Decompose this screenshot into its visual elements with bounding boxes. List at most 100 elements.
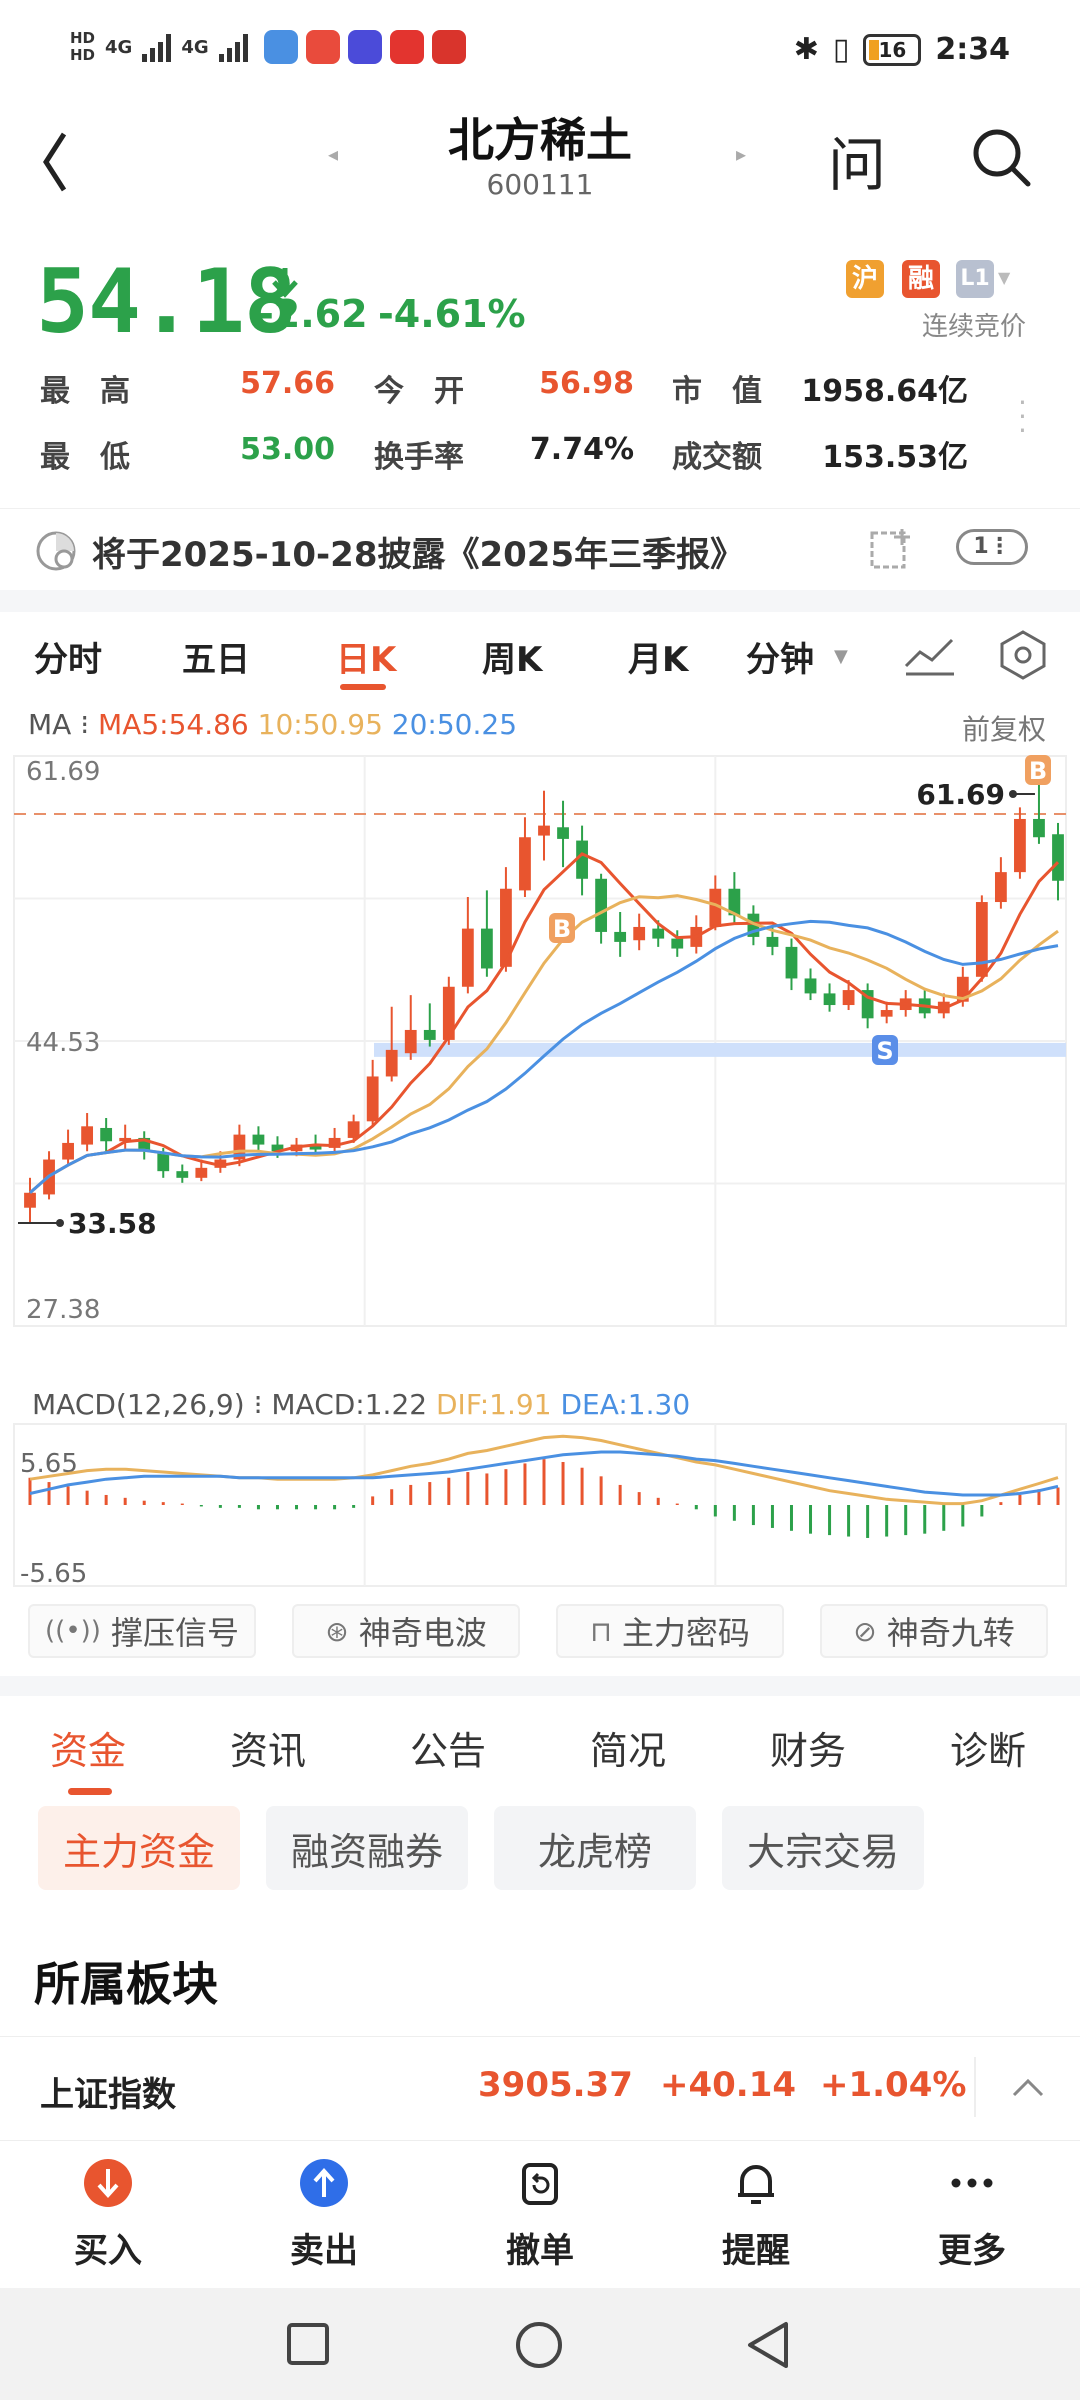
candle bbox=[823, 983, 836, 1012]
candle-body bbox=[652, 928, 665, 939]
candle-body bbox=[633, 926, 646, 941]
earnings-notice[interactable]: 将于2025-10-28披露《2025年三季报》 1⋮ bbox=[0, 508, 1080, 590]
cancel-order-button[interactable]: 撤单 bbox=[470, 2157, 610, 2272]
tab-intraday[interactable]: 分时 bbox=[34, 640, 102, 680]
index-row[interactable]: 上证指数 3905.37 +40.14 +1.04% bbox=[0, 2036, 1080, 2140]
y-axis-label-mid: 44.53 bbox=[26, 1028, 100, 1058]
home-button[interactable] bbox=[514, 2320, 564, 2370]
alert-button[interactable]: 提醒 bbox=[686, 2157, 826, 2272]
more-dots-icon bbox=[951, 2178, 993, 2188]
candle-body bbox=[538, 825, 550, 836]
notice-pager[interactable]: 1⋮ bbox=[956, 529, 1028, 565]
candle-body bbox=[785, 946, 798, 979]
candle bbox=[385, 1006, 398, 1082]
magic-wave-button[interactable]: ⊛ 神奇电波 bbox=[292, 1604, 520, 1658]
tab-monthly-k[interactable]: 月K bbox=[628, 640, 689, 680]
prev-stock-button[interactable]: ◂ bbox=[328, 142, 339, 166]
signal-icon: ((•)) bbox=[45, 1616, 101, 1646]
ma-legend: MA ⁝ MA5:54.86 10:50.95 20:50.25 bbox=[28, 708, 517, 741]
stock-code: 600111 bbox=[486, 168, 594, 201]
next-stock-button[interactable]: ▸ bbox=[736, 142, 747, 166]
signal-bars-icon bbox=[218, 32, 248, 62]
macd-lines bbox=[29, 1434, 1059, 1506]
candle-body bbox=[176, 1171, 189, 1178]
system-nav-bar bbox=[0, 2288, 1080, 2400]
more-vertical-icon[interactable]: · · · bbox=[1018, 386, 1027, 447]
candle bbox=[233, 1124, 246, 1167]
back-button[interactable] bbox=[30, 124, 90, 194]
draw-line-icon[interactable] bbox=[902, 630, 958, 678]
candle-body bbox=[766, 936, 779, 947]
candle bbox=[24, 1177, 36, 1223]
candle-body bbox=[119, 1137, 132, 1142]
candle-body bbox=[100, 1127, 113, 1142]
indicator-label: 神奇九转 bbox=[886, 1614, 1015, 1652]
hd-indicator: HD HD bbox=[70, 29, 96, 64]
arrow-up-circle-icon bbox=[300, 2159, 348, 2207]
candle-body bbox=[442, 986, 455, 1040]
stat-label: 市 值 bbox=[672, 374, 762, 409]
tab-weekly-k[interactable]: 周K bbox=[482, 640, 543, 680]
candle-body bbox=[576, 840, 588, 879]
high-dot bbox=[1008, 790, 1017, 798]
macd-chart[interactable]: 5.65-5.65 bbox=[0, 1422, 1080, 1592]
chip-main-funds[interactable]: 主力资金 bbox=[38, 1806, 240, 1890]
search-button[interactable] bbox=[968, 124, 1034, 194]
tab-diagnosis[interactable]: 诊断 bbox=[950, 1729, 1027, 1773]
chevron-up-icon[interactable] bbox=[1008, 2073, 1048, 2103]
recent-apps-button[interactable] bbox=[286, 2322, 330, 2366]
tab-minute[interactable]: 分钟 bbox=[746, 640, 814, 680]
tab-profile[interactable]: 简况 bbox=[590, 1729, 667, 1773]
tab-announcements[interactable]: 公告 bbox=[410, 1729, 487, 1773]
price-change-pct: -4.61% bbox=[378, 292, 526, 336]
more-button[interactable]: 更多 bbox=[902, 2157, 1042, 2272]
ask-button[interactable]: 问 bbox=[828, 131, 887, 199]
main-force-code-button[interactable]: ⊓ 主力密码 bbox=[556, 1604, 784, 1658]
tab-finance[interactable]: 财务 bbox=[770, 1729, 847, 1773]
caret-down-icon: ▼ bbox=[998, 268, 1011, 287]
candle bbox=[423, 1003, 436, 1047]
ma20-line bbox=[29, 919, 1059, 1194]
chip-margin-trading[interactable]: 融资融券 bbox=[266, 1806, 468, 1890]
magic-nine-button[interactable]: ⊘ 神奇九转 bbox=[820, 1604, 1048, 1658]
candle bbox=[747, 905, 760, 946]
level-badge[interactable]: L1 bbox=[956, 260, 994, 298]
tab-news[interactable]: 资讯 bbox=[230, 1729, 307, 1773]
clock: 2:34 bbox=[935, 32, 1010, 67]
settings-hex-icon[interactable] bbox=[996, 628, 1050, 680]
candle bbox=[842, 980, 855, 1011]
back-nav-button[interactable] bbox=[744, 2320, 794, 2370]
candle-body bbox=[557, 827, 569, 839]
add-note-icon[interactable] bbox=[868, 525, 916, 573]
candle-body bbox=[81, 1126, 94, 1145]
candle bbox=[519, 817, 531, 898]
tab-funds[interactable]: 资金 bbox=[50, 1729, 127, 1773]
candle bbox=[119, 1124, 132, 1150]
dea-line bbox=[29, 1450, 1059, 1497]
tab-daily-k[interactable]: 日K bbox=[336, 640, 397, 680]
candle-body bbox=[404, 1029, 417, 1054]
index-value: 3905.37 bbox=[478, 2065, 633, 2105]
stat-value: 1958.64亿 bbox=[801, 374, 968, 409]
buy-label: 买入 bbox=[74, 2231, 142, 2271]
candle bbox=[328, 1127, 341, 1153]
sell-button[interactable]: 卖出 bbox=[254, 2157, 394, 2272]
chip-block-trade[interactable]: 大宗交易 bbox=[722, 1806, 924, 1890]
app-notification-icon bbox=[347, 30, 382, 64]
tab-five-day[interactable]: 五日 bbox=[182, 640, 250, 680]
candle-body bbox=[500, 888, 512, 967]
support-resistance-button[interactable]: ((•)) 撑压信号 bbox=[28, 1604, 256, 1658]
buy-button[interactable]: 买入 bbox=[38, 2157, 178, 2272]
chip-dragon-tiger[interactable]: 龙虎榜 bbox=[494, 1806, 696, 1890]
candle bbox=[557, 800, 569, 868]
chart-annotations: 61.69 33.58 B B S bbox=[18, 755, 1051, 1240]
candle-body bbox=[975, 902, 988, 977]
candle-body bbox=[480, 928, 493, 969]
candle-body bbox=[823, 993, 836, 1006]
candle-body bbox=[956, 976, 969, 1002]
margin-badge: 融 bbox=[902, 260, 940, 298]
adjust-mode-button[interactable]: 前复权 bbox=[961, 713, 1046, 746]
ma5-line bbox=[29, 852, 1060, 1194]
stat-label: 成交额 bbox=[672, 440, 762, 475]
